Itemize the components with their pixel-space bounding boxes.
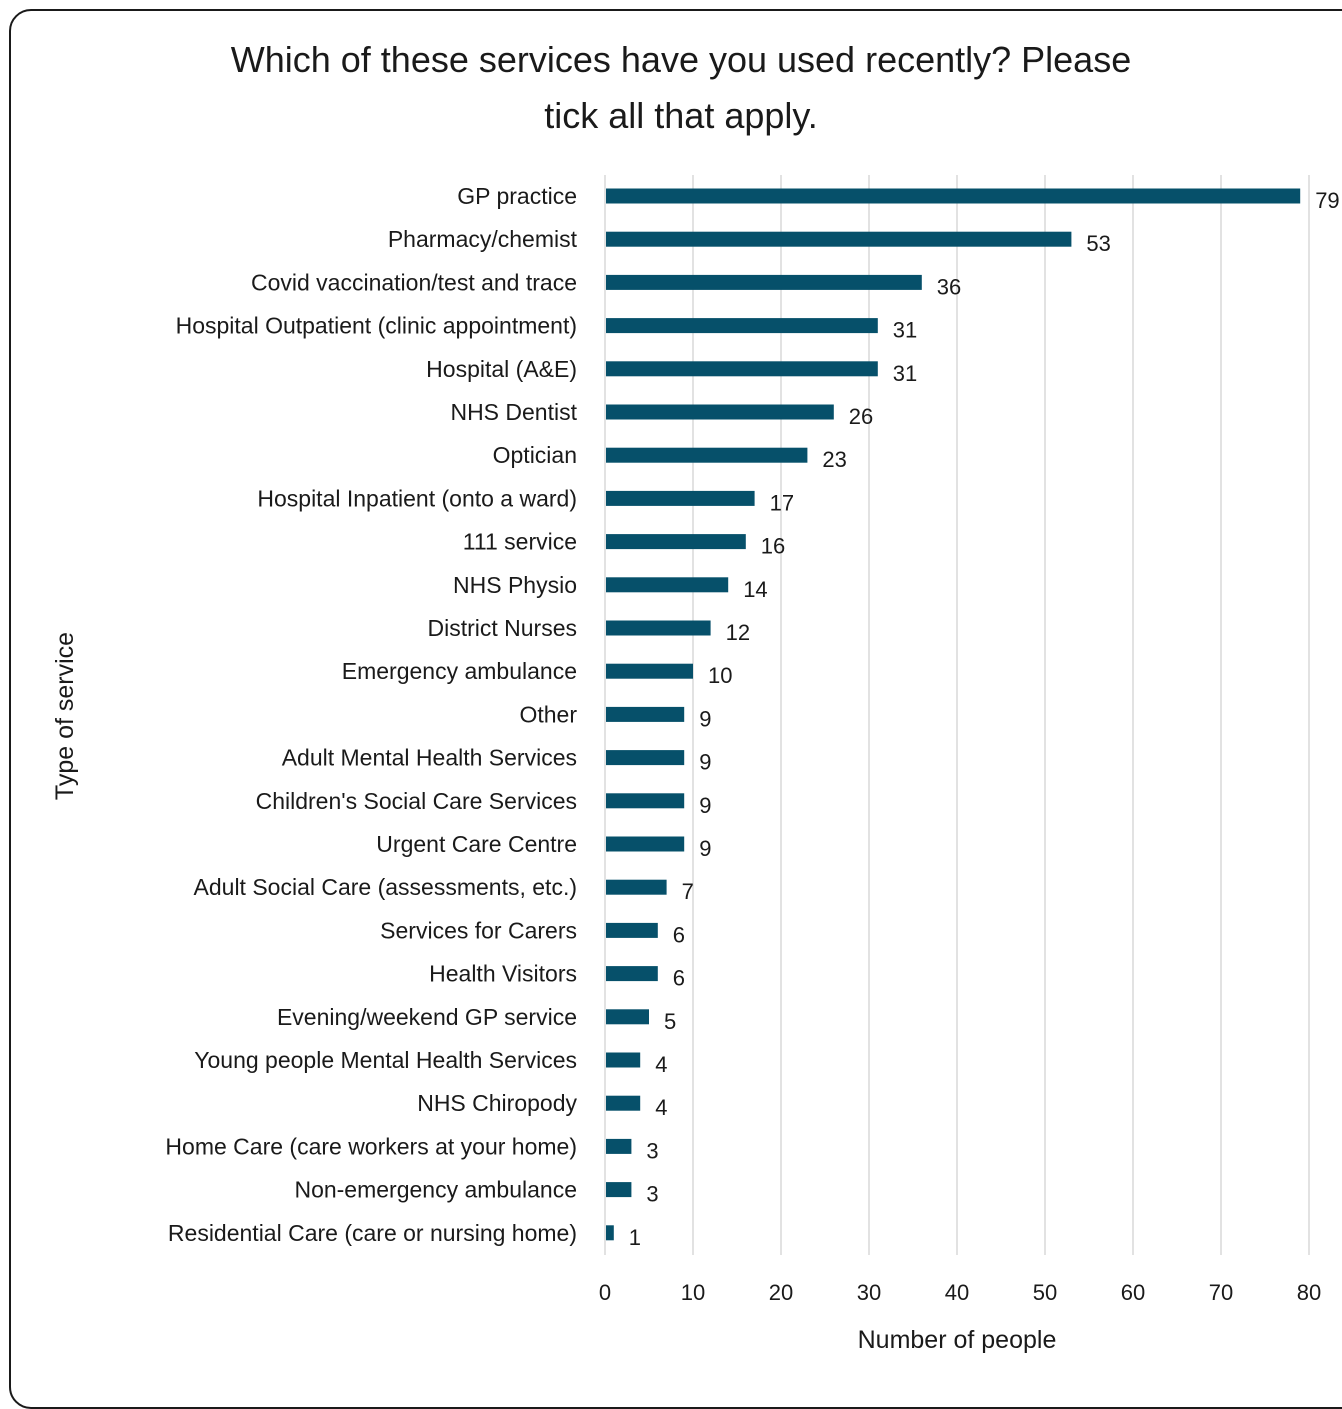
category-label-other: Other [519,701,577,727]
value-label-non-emergency-ambulance: 3 [646,1182,658,1207]
category-label-hospital-a-e: Hospital (A&E) [426,356,577,382]
x-tick-30: 30 [857,1280,881,1305]
category-label-pharmacy-chemist: Pharmacy/chemist [388,226,578,252]
bar-hospital-inpatient-onto-a-ward [606,490,755,506]
category-label-nhs-physio: NHS Physio [453,572,577,598]
bar-services-for-carers [606,922,658,938]
category-labels: GP practice Pharmacy/chemist Covid vaccina… [165,183,577,1246]
bar-other [606,706,685,722]
bar-adult-mental-health-services [606,750,685,766]
value-label-111-service: 16 [761,534,785,559]
value-label-health-visitors: 6 [673,966,685,991]
category-label-adult-social-care-assessments-etc: Adult Social Care (assessments, etc.) [194,874,577,900]
x-tick-50: 50 [1033,1280,1057,1305]
x-tick-40: 40 [945,1280,969,1305]
bar-children-s-social-care-services [606,793,685,809]
value-label-gp-practice: 79 [1315,188,1339,213]
category-label-urgent-care-centre: Urgent Care Centre [376,831,577,857]
bar-home-care-care-workers-at-your-home [606,1138,632,1154]
category-label-children-s-social-care-services: Children's Social Care Services [256,788,577,814]
y-axis-title: Type of service [51,632,79,800]
value-label-optician: 23 [822,447,846,472]
category-label-evening-weekend-gp-service: Evening/weekend GP service [277,1004,577,1030]
category-label-services-for-carers: Services for Carers [380,917,577,943]
category-label-gp-practice: GP practice [457,183,577,209]
bar-nhs-chiropody [606,1095,641,1111]
value-label-hospital-inpatient-onto-a-ward: 17 [770,490,794,515]
category-label-emergency-ambulance: Emergency ambulance [342,658,577,684]
value-label-hospital-outpatient-clinic-appointment: 31 [893,318,917,343]
category-label-residential-care-care-or-nursing-home: Residential Care (care or nursing home) [168,1220,577,1246]
x-tick-80: 80 [1297,1280,1321,1305]
bar-pharmacy-chemist [606,231,1072,247]
category-label-nhs-chiropody: NHS Chiropody [417,1090,577,1116]
x-tick-70: 70 [1209,1280,1233,1305]
value-label-nhs-dentist: 26 [849,404,873,429]
chart-title-line-2: tick all that apply. [544,95,817,136]
category-label-home-care-care-workers-at-your-home: Home Care (care workers at your home) [165,1133,577,1159]
bar-nhs-physio [606,577,729,593]
value-label-covid-vaccination-test-and-trace: 36 [937,274,961,299]
bar-gp-practice [606,188,1301,204]
x-tick-10: 10 [681,1280,705,1305]
category-label-optician: Optician [493,442,577,468]
category-label-young-people-mental-health-services: Young people Mental Health Services [194,1047,577,1073]
bar-evening-weekend-gp-service [606,1009,649,1025]
value-label-hospital-a-e: 31 [893,361,917,386]
bar-optician [606,447,808,463]
category-label-adult-mental-health-services: Adult Mental Health Services [282,745,577,771]
x-tick-60: 60 [1121,1280,1145,1305]
value-label-residential-care-care-or-nursing-home: 1 [629,1225,641,1250]
value-label-nhs-chiropody: 4 [655,1095,667,1120]
category-label-nhs-dentist: NHS Dentist [450,399,577,425]
value-label-services-for-carers: 6 [673,922,685,947]
gridlines [604,175,1310,1255]
chart-title-line-1: Which of these services have you used re… [231,39,1131,80]
bar-urgent-care-centre [606,836,685,852]
bar-hospital-a-e [606,361,878,377]
bar-residential-care-care-or-nursing-home [606,1225,614,1241]
value-label-district-nurses: 12 [726,620,750,645]
value-label-adult-mental-health-services: 9 [699,750,711,775]
value-label-other: 9 [699,706,711,731]
category-label-111-service: 111 service [463,529,577,555]
bars [606,188,1301,1241]
bar-nhs-dentist [606,404,834,420]
x-axis-title: Number of people [858,1326,1057,1354]
category-label-hospital-outpatient-clinic-appointment: Hospital Outpatient (clinic appointment) [176,313,577,339]
category-label-covid-vaccination-test-and-trace: Covid vaccination/test and trace [251,269,577,295]
value-label-emergency-ambulance: 10 [708,663,732,688]
x-tick-0: 0 [599,1280,611,1305]
category-label-hospital-inpatient-onto-a-ward: Hospital Inpatient (onto a ward) [257,485,577,511]
value-label-children-s-social-care-services: 9 [699,793,711,818]
bar-non-emergency-ambulance [606,1182,632,1198]
category-label-district-nurses: District Nurses [427,615,577,641]
bar-health-visitors [606,966,658,982]
value-label-evening-weekend-gp-service: 5 [664,1009,676,1034]
bar-111-service [606,534,746,550]
category-label-health-visitors: Health Visitors [429,961,577,987]
bar-young-people-mental-health-services [606,1052,641,1068]
value-label-nhs-physio: 14 [743,577,767,602]
bar-covid-vaccination-test-and-trace [606,274,922,290]
x-tick-20: 20 [769,1280,793,1305]
value-label-adult-social-care-assessments-etc: 7 [682,879,694,904]
bar-district-nurses [606,620,711,636]
category-label-non-emergency-ambulance: Non-emergency ambulance [294,1177,577,1203]
bar-hospital-outpatient-clinic-appointment [606,318,878,334]
bar-adult-social-care-assessments-etc [606,879,667,895]
value-label-urgent-care-centre: 9 [699,836,711,861]
value-label-home-care-care-workers-at-your-home: 3 [646,1138,658,1163]
bar-emergency-ambulance [606,663,693,679]
value-label-pharmacy-chemist: 53 [1086,231,1110,256]
value-label-young-people-mental-health-services: 4 [655,1052,667,1077]
x-tick-labels: 0 10 20 30 40 50 60 70 80 [599,1280,1321,1305]
